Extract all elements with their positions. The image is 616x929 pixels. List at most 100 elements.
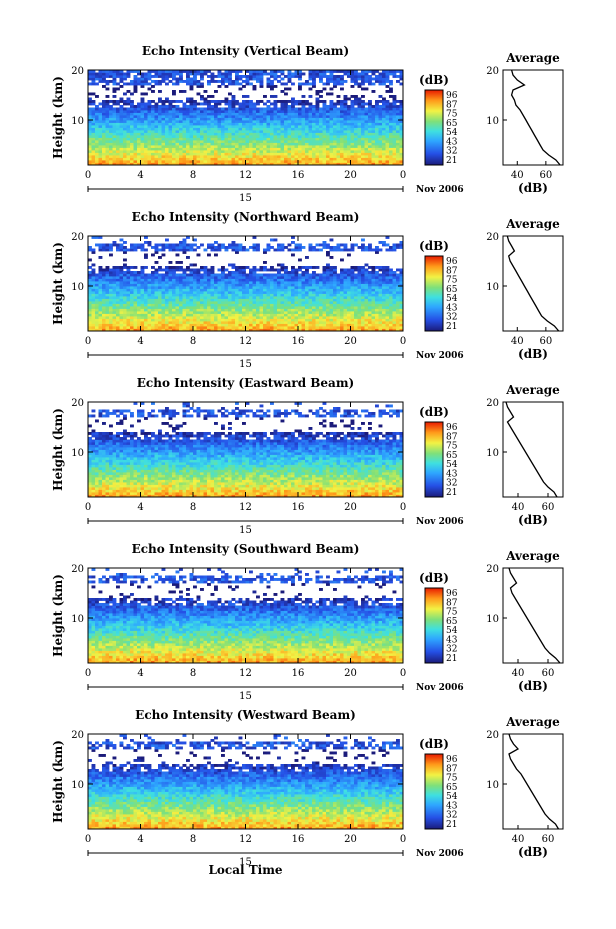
heatmap-cell: [144, 316, 148, 319]
heatmap-cell: [385, 72, 390, 76]
heatmap-cell: [119, 142, 124, 146]
heatmap-cell: [308, 283, 313, 287]
heatmap-cell: [151, 140, 155, 143]
heatmap-cell: [238, 313, 243, 317]
heatmap-cell: [203, 147, 208, 151]
heatmap-cell: [186, 145, 190, 148]
heatmap-cell: [245, 303, 250, 307]
heatmap-cell: [371, 147, 376, 151]
heatmap-cell: [382, 125, 386, 128]
heatmap-cell: [175, 288, 180, 292]
heatmap-cell: [364, 157, 369, 161]
heatmap-cell: [137, 318, 141, 322]
heatmap-cell: [175, 82, 180, 86]
heatmap-cell: [200, 97, 204, 101]
heatmap-cell: [210, 105, 215, 108]
heatmap-cell: [354, 122, 358, 126]
heatmap-cell: [224, 276, 229, 279]
heatmap-cell: [343, 97, 348, 101]
heatmap-cell: [308, 326, 313, 329]
heatmap-cell: [172, 286, 176, 289]
heatmap-cell: [319, 160, 323, 163]
heatmap-cell: [378, 130, 383, 133]
heatmap-cell: [277, 70, 281, 73]
heatmap-cell: [315, 323, 320, 327]
heatmap-cell: [228, 80, 232, 83]
heatmap-cell: [189, 130, 194, 133]
heatmap-cell: [224, 301, 229, 304]
heatmap-cell: [154, 105, 159, 108]
heatmap-cell: [133, 80, 138, 83]
heatmap-cell: [238, 135, 243, 138]
heatmap-cell: [88, 313, 92, 317]
heatmap-cell: [231, 296, 236, 299]
heatmap-cell: [322, 115, 327, 118]
heatmap-cell: [399, 145, 404, 148]
heatmap-cell: [392, 271, 397, 274]
heatmap-cell: [203, 308, 208, 312]
heatmap-cell: [224, 110, 229, 113]
heatmap-cell: [298, 321, 302, 324]
heatmap-cell: [242, 291, 246, 294]
heatmap-cell: [133, 152, 138, 156]
heatmap-cell: [354, 273, 358, 277]
heatmap-cell: [308, 77, 313, 81]
heatmap-cell: [308, 308, 313, 312]
heatmap-cell: [340, 276, 344, 279]
heatmap-cell: [319, 301, 323, 304]
heatmap-cell: [165, 157, 169, 161]
heatmap-cell: [270, 107, 274, 111]
heatmap-cell: [329, 326, 334, 329]
heatmap-cell: [301, 276, 306, 279]
heatmap-cell: [112, 313, 117, 317]
heatmap-cell: [144, 281, 148, 284]
heatmap-cell: [119, 283, 124, 287]
heatmap-cell: [109, 162, 113, 166]
heatmap-cell: [361, 147, 365, 151]
heatmap-cell: [126, 75, 131, 78]
heatmap-cell: [291, 112, 295, 116]
heatmap-cell: [147, 283, 152, 287]
heatmap-cell: [263, 328, 267, 332]
heatmap-cell: [144, 286, 148, 289]
heatmap-cell: [133, 130, 138, 133]
heatmap-cell: [126, 321, 131, 324]
heatmap-cell: [308, 301, 313, 304]
heatmap-cell: [336, 323, 341, 327]
heatmap-cell: [126, 157, 131, 161]
heatmap-cell: [200, 311, 204, 314]
heatmap-cell: [116, 112, 120, 116]
heatmap-cell: [361, 132, 365, 136]
heatmap-cell: [322, 306, 327, 309]
heatmap-cell: [193, 142, 197, 146]
heatmap-cell: [207, 130, 211, 133]
heatmap-cell: [102, 112, 106, 116]
heatmap-cell: [357, 112, 362, 116]
heatmap-cell: [252, 326, 257, 329]
heatmap-cell: [189, 110, 194, 113]
heatmap-cell: [378, 127, 383, 131]
heatmap-cell: [301, 293, 306, 297]
heatmap-cell: [196, 85, 201, 88]
heatmap-cell: [280, 283, 285, 287]
heatmap-cell: [207, 291, 211, 294]
heatmap-cell: [396, 308, 400, 312]
heatmap-cell: [396, 100, 400, 103]
heatmap-cell: [140, 281, 145, 284]
heatmap-cell: [277, 142, 281, 146]
heatmap-cell: [175, 130, 180, 133]
heatmap-cell: [196, 125, 201, 128]
heatmap-cell: [263, 288, 267, 292]
heatmap-cell: [126, 155, 131, 158]
heatmap-cell: [273, 296, 278, 299]
heatmap-cell: [123, 288, 127, 292]
heatmap-cell: [357, 157, 362, 161]
heatmap-cell: [319, 145, 323, 148]
heatmap-cell: [322, 102, 327, 106]
heatmap-cell: [263, 140, 267, 143]
heatmap-cell: [105, 318, 110, 322]
heatmap-cell: [123, 120, 127, 123]
heatmap-cell: [168, 281, 173, 284]
heatmap-cell: [298, 273, 302, 277]
heatmap-cell: [350, 142, 355, 146]
